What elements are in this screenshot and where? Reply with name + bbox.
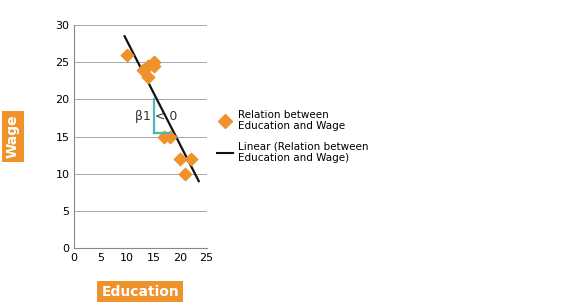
Point bbox=[160, 134, 169, 139]
Point bbox=[144, 63, 153, 68]
Point bbox=[149, 63, 158, 68]
Legend: Relation between
Education and Wage, Linear (Relation between
Education and Wage: Relation between Education and Wage, Lin… bbox=[213, 105, 373, 168]
Point bbox=[149, 60, 158, 65]
Text: Wage: Wage bbox=[6, 115, 20, 158]
Point bbox=[122, 52, 132, 57]
Point bbox=[139, 67, 148, 72]
Point bbox=[175, 156, 185, 161]
Text: β1 < 0: β1 < 0 bbox=[135, 110, 178, 123]
Point bbox=[144, 75, 153, 79]
Point bbox=[181, 171, 190, 176]
Point bbox=[186, 156, 196, 161]
Point bbox=[165, 134, 174, 139]
Text: Education: Education bbox=[102, 285, 179, 299]
